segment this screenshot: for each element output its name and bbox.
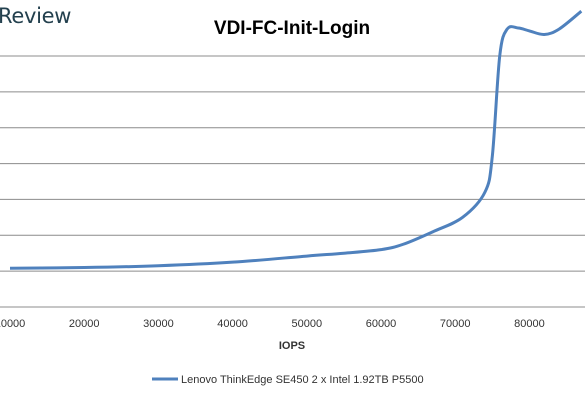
- series-lines: [9, 10, 583, 270]
- chart-title: VDI-FC-Init-Login: [214, 18, 370, 39]
- grid-lines: [0, 55, 585, 308]
- legend-label: Lenovo ThinkEdge SE450 2 x Intel 1.92TB …: [181, 374, 424, 386]
- x-tick-label: 60000: [366, 318, 397, 330]
- x-tick-label: 20000: [69, 318, 100, 330]
- x-tick-label: 80000: [514, 318, 545, 330]
- x-axis-label: IOPS: [279, 340, 305, 352]
- x-tick-labels: 10000 20000 30000 40000 50000 60000 70000 80000: [0, 318, 545, 330]
- x-tick-label: 40000: [217, 318, 248, 330]
- series-line: [9, 10, 583, 270]
- x-tick-label: 70000: [440, 318, 471, 330]
- x-tick-label: 50000: [292, 318, 323, 330]
- brand-logo: Review: [0, 4, 72, 28]
- x-tick-label: 30000: [143, 318, 174, 330]
- x-tick-label: 10000: [0, 318, 25, 330]
- legend: Lenovo ThinkEdge SE450 2 x Intel 1.92TB …: [152, 374, 424, 386]
